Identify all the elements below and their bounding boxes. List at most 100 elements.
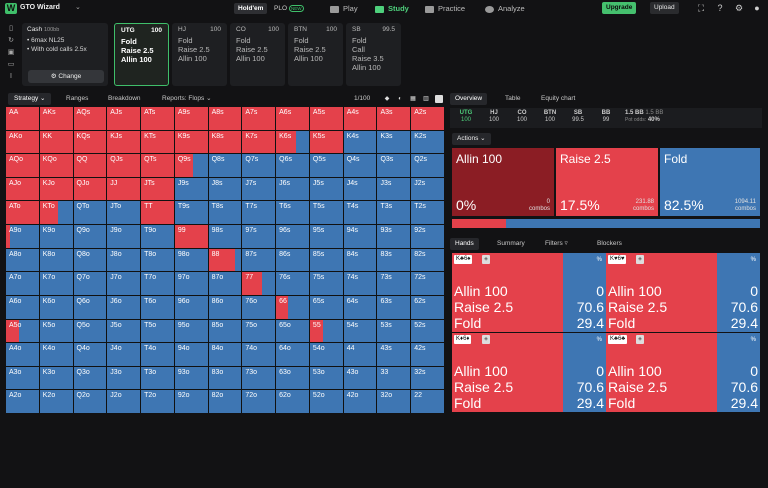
hand-cell[interactable]: 53o [309,366,343,390]
hand-cell[interactable]: Q9o [73,225,107,248]
hand-cell[interactable]: T9o [141,225,174,248]
hand-card[interactable]: K♦6♦ ◈% Allin 100 0 Raise 2.5 70.6 Fold 29.4 [452,333,606,412]
hand-card[interactable]: K♣6♣ ◈% Allin 100 0 Raise 2.5 70.6 Fold 29.4 [606,333,760,412]
position-action[interactable]: Raise 2.5 [294,45,326,54]
hand-cell[interactable]: Q5o [73,319,107,343]
hand-cell[interactable]: 96o [174,295,208,319]
hand-cell[interactable]: AQs [73,107,107,130]
position-action[interactable]: Raise 2.5 [178,45,210,54]
hand-cell[interactable]: ATs [141,107,174,130]
hand-cell[interactable]: J3s [377,177,411,201]
hand-cell[interactable]: KJo [39,177,73,201]
tab-ranges[interactable]: Ranges [66,95,89,102]
hand-cell[interactable]: AJs [107,107,141,130]
hand-cell[interactable]: Q3s [377,154,411,177]
hand-cell[interactable]: 82o [208,390,242,413]
table-icon[interactable]: ▭ [7,61,15,68]
hand-cell[interactable]: A9s [174,107,208,130]
hand-cell[interactable]: 92o [174,390,208,413]
position-action[interactable]: Fold [294,36,309,45]
action-card[interactable]: Raise 2.5 17.5% 231.88 combos [556,148,658,216]
hand-cell[interactable]: 44 [343,343,377,366]
split-icon[interactable]: ▥ [423,96,429,102]
action-card[interactable]: Fold 82.5% 1094.11 combos [660,148,760,216]
position-action[interactable]: Call [352,45,365,54]
refresh-icon[interactable]: ↻ [8,37,14,44]
hand-cell[interactable]: 96s [276,225,309,248]
hand-cell[interactable]: T3o [141,366,174,390]
hand-cell[interactable]: Q7s [242,154,276,177]
hand-cell[interactable]: AQo [6,154,39,177]
hand-cell[interactable]: 88 [208,248,242,272]
tab-blockers[interactable]: Blockers [597,240,622,247]
nav-analyze[interactable]: Analyze [485,3,525,14]
hand-cell[interactable]: 83s [377,248,411,272]
hand-cell[interactable]: 75o [242,319,276,343]
hand-cell[interactable]: K6o [39,295,73,319]
hand-cell[interactable]: A4s [343,107,377,130]
hand-cell[interactable]: 87o [208,272,242,295]
hand-cell[interactable]: KJs [107,130,141,154]
hand-cell[interactable]: 97s [242,225,276,248]
hand-cell[interactable]: 76o [242,295,276,319]
hand-cell[interactable]: AKs [39,107,73,130]
user-icon[interactable]: ● [754,3,760,13]
position-card-sb[interactable]: SB 99.5 Fold Call Raise 3.5 Allin 100 [346,23,401,86]
hand-cell[interactable]: A5o [6,319,39,343]
tab-holdem[interactable]: Hold'em [234,3,268,14]
hand-cell[interactable]: 52o [309,390,343,413]
hand-cell[interactable]: Q9s [174,154,208,177]
hand-cell[interactable]: 77 [242,272,276,295]
hand-cell[interactable]: AJo [6,177,39,201]
hand-cell[interactable]: J9s [174,177,208,201]
hand-cell[interactable]: 92s [411,225,444,248]
hand-cell[interactable]: 52s [411,319,444,343]
position-card-btn[interactable]: BTN 100 Fold Raise 2.5 Allin 100 [288,23,343,86]
hand-cell[interactable]: 72s [411,272,444,295]
hand-cell[interactable]: J6o [107,295,141,319]
hand-cell[interactable]: K8o [39,248,73,272]
position-action[interactable]: Allin 100 [178,54,207,63]
hand-cell[interactable]: 54s [343,319,377,343]
hand-cell[interactable]: K9s [174,130,208,154]
hand-cell[interactable]: 84o [208,343,242,366]
hand-cell[interactable]: 73o [242,366,276,390]
hand-cell[interactable]: A7s [242,107,276,130]
hand-cell[interactable]: T8o [141,248,174,272]
hand-cell[interactable]: 94o [174,343,208,366]
text-icon[interactable]: I [10,73,12,80]
hand-cell[interactable]: Q6s [276,154,309,177]
position-action[interactable]: Fold [121,37,137,46]
hand-cell[interactable]: 42s [411,343,444,366]
hand-cell[interactable]: A6s [276,107,309,130]
position-column[interactable]: BB 99 [594,110,618,124]
hand-cell[interactable]: 74o [242,343,276,366]
hand-cell[interactable]: K3o [39,366,73,390]
hand-cell[interactable]: Q5s [309,154,343,177]
hand-cell[interactable]: QTs [141,154,174,177]
hand-cell[interactable]: Q8s [208,154,242,177]
tab-table[interactable]: Table [505,95,521,102]
position-column[interactable]: UTG 100 [454,110,478,124]
position-action[interactable]: Allin 100 [352,63,381,72]
hand-cell[interactable]: K4s [343,130,377,154]
nav-practice[interactable]: Practice [425,3,465,14]
help-icon[interactable]: ? [717,3,723,13]
suits-icon[interactable]: ◆ [384,96,390,102]
hand-cell[interactable]: 63o [276,366,309,390]
hand-cell[interactable]: KQo [39,154,73,177]
tab-filters[interactable]: Filters ▿ [540,238,573,250]
hand-cell[interactable]: J2o [107,390,141,413]
hand-cell[interactable]: 33 [377,366,411,390]
hand-cell[interactable]: T4s [343,201,377,225]
hand-cell[interactable]: J8o [107,248,141,272]
fill-icon[interactable] [435,95,443,103]
app-logo[interactable]: W [5,3,17,14]
hand-cell[interactable]: K7o [39,272,73,295]
hand-cell[interactable]: KTs [141,130,174,154]
hand-cell[interactable]: A3o [6,366,39,390]
position-action[interactable]: Fold [236,36,251,45]
hand-cell[interactable]: A2s [411,107,444,130]
hand-cell[interactable]: ATo [6,201,39,225]
hand-cell[interactable]: Q2s [411,154,444,177]
